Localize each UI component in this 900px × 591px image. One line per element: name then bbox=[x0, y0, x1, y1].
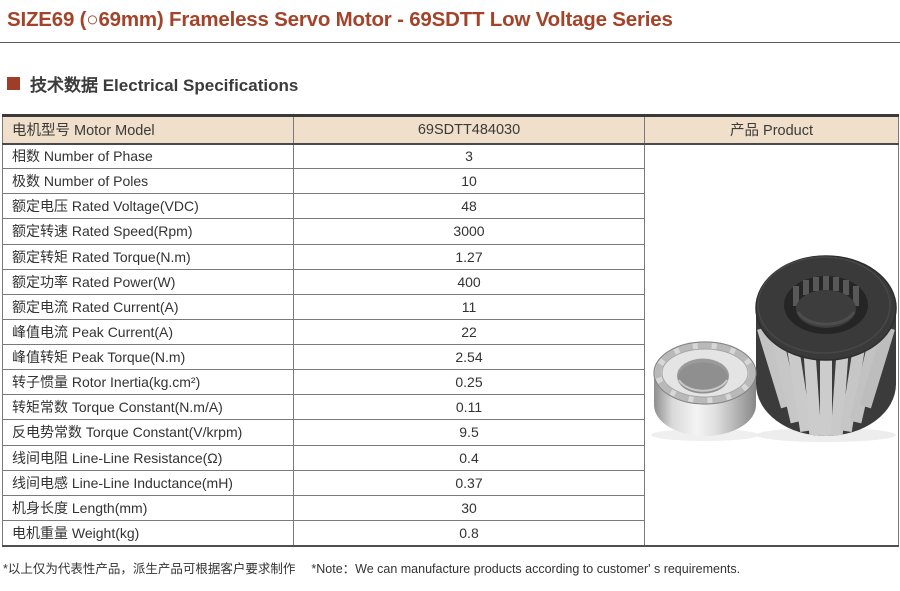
section-heading: 技术数据 Electrical Specifications bbox=[30, 75, 299, 95]
product-photo bbox=[651, 254, 897, 442]
spec-label: 额定转速 Rated Speed(Rpm) bbox=[2, 218, 294, 245]
footer-note-en: *Note：We can manufacture products accord… bbox=[311, 561, 741, 576]
spec-value: 3000 bbox=[293, 218, 645, 245]
page-title: SIZE69 (○69mm) Frameless Servo Motor - 6… bbox=[7, 8, 673, 31]
table-row: 额定转矩 Rated Torque(N.m) 1.27 bbox=[2, 243, 899, 270]
table-row: 峰值电流 Peak Current(A) 22 bbox=[2, 318, 899, 346]
table-row: 相数 Number of Phase 3 bbox=[2, 142, 899, 546]
spec-label: 线间电感 Line-Line Inductance(mH) bbox=[2, 469, 294, 496]
spec-value: 30 bbox=[293, 494, 645, 521]
table-row: 额定转速 Rated Speed(Rpm) 3000 bbox=[2, 218, 899, 245]
spec-value: 2.54 bbox=[293, 343, 645, 371]
table-row: 极数 Number of Poles 10 bbox=[2, 168, 899, 195]
section-marker-icon bbox=[7, 76, 20, 90]
spec-label: 峰值电流 Peak Current(A) bbox=[2, 318, 294, 346]
product-photo-cell bbox=[644, 143, 899, 546]
table-row: 额定电流 Rated Current(A) 11 bbox=[2, 293, 899, 320]
spec-value: 0.11 bbox=[293, 394, 645, 421]
spec-value: 48 bbox=[293, 193, 645, 220]
spec-label: 额定功率 Rated Power(W) bbox=[2, 268, 294, 295]
spec-value: 3 bbox=[293, 142, 645, 170]
spec-label: 线间电阻 Line-Line Resistance(Ω) bbox=[2, 444, 294, 471]
spec-label: 额定电压 Rated Voltage(VDC) bbox=[2, 193, 294, 220]
spec-label: 转子惯量 Rotor Inertia(kg.cm²) bbox=[2, 369, 294, 396]
spec-value: 0.37 bbox=[293, 469, 645, 496]
spec-label: 额定转矩 Rated Torque(N.m) bbox=[2, 243, 294, 270]
column-header-parameter: 电机型号 Motor Model bbox=[2, 115, 294, 145]
footer-note: *以上仅为代表性产品，派生产品可根据客户要求制作 *Note：We can ma… bbox=[3, 558, 900, 577]
spec-value: 0.8 bbox=[293, 519, 645, 547]
table-header-row: 电机型号 Motor Model 69SDTT484030 产品 Product bbox=[2, 115, 899, 145]
spec-value: 0.4 bbox=[293, 444, 645, 471]
spec-value: 11 bbox=[293, 293, 645, 320]
table-row: 额定电压 Rated Voltage(VDC) 48 bbox=[2, 193, 899, 220]
spec-value: 400 bbox=[293, 268, 645, 295]
table-row: 线间电阻 Line-Line Resistance(Ω) 0.4 bbox=[2, 444, 899, 471]
rotor-illustration bbox=[653, 340, 757, 436]
spec-value: 22 bbox=[293, 318, 645, 346]
spec-label: 电机重量 Weight(kg) bbox=[2, 519, 294, 547]
spec-label: 相数 Number of Phase bbox=[2, 142, 294, 170]
stator-inner-slots bbox=[793, 275, 859, 306]
electrical-spec-table: 电机型号 Motor Model 69SDTT484030 产品 Product… bbox=[2, 114, 899, 547]
spec-value: 1.27 bbox=[293, 243, 645, 270]
spec-label: 转矩常数 Torque Constant(N.m/A) bbox=[2, 394, 294, 421]
spec-label: 极数 Number of Poles bbox=[2, 168, 294, 195]
spec-label: 额定电流 Rated Current(A) bbox=[2, 293, 294, 320]
column-header-model: 69SDTT484030 bbox=[293, 115, 645, 145]
footer-note-cn: *以上仅为代表性产品，派生产品可根据客户要求制作 bbox=[3, 561, 296, 576]
spec-value: 0.25 bbox=[293, 369, 645, 396]
spec-label: 反电势常数 Torque Constant(V/krpm) bbox=[2, 419, 294, 446]
stator-illustration bbox=[755, 254, 897, 436]
spec-value: 10 bbox=[293, 168, 645, 195]
section-header: 技术数据 Electrical Specifications bbox=[7, 73, 900, 95]
spec-label: 机身长度 Length(mm) bbox=[2, 494, 294, 521]
spec-value: 9.5 bbox=[293, 419, 645, 446]
column-header-product: 产品 Product bbox=[644, 115, 899, 145]
title-divider bbox=[0, 42, 900, 43]
table-row: 电机重量 Weight(kg) 0.8 bbox=[2, 519, 899, 547]
spec-label: 峰值转矩 Peak Torque(N.m) bbox=[2, 343, 294, 371]
